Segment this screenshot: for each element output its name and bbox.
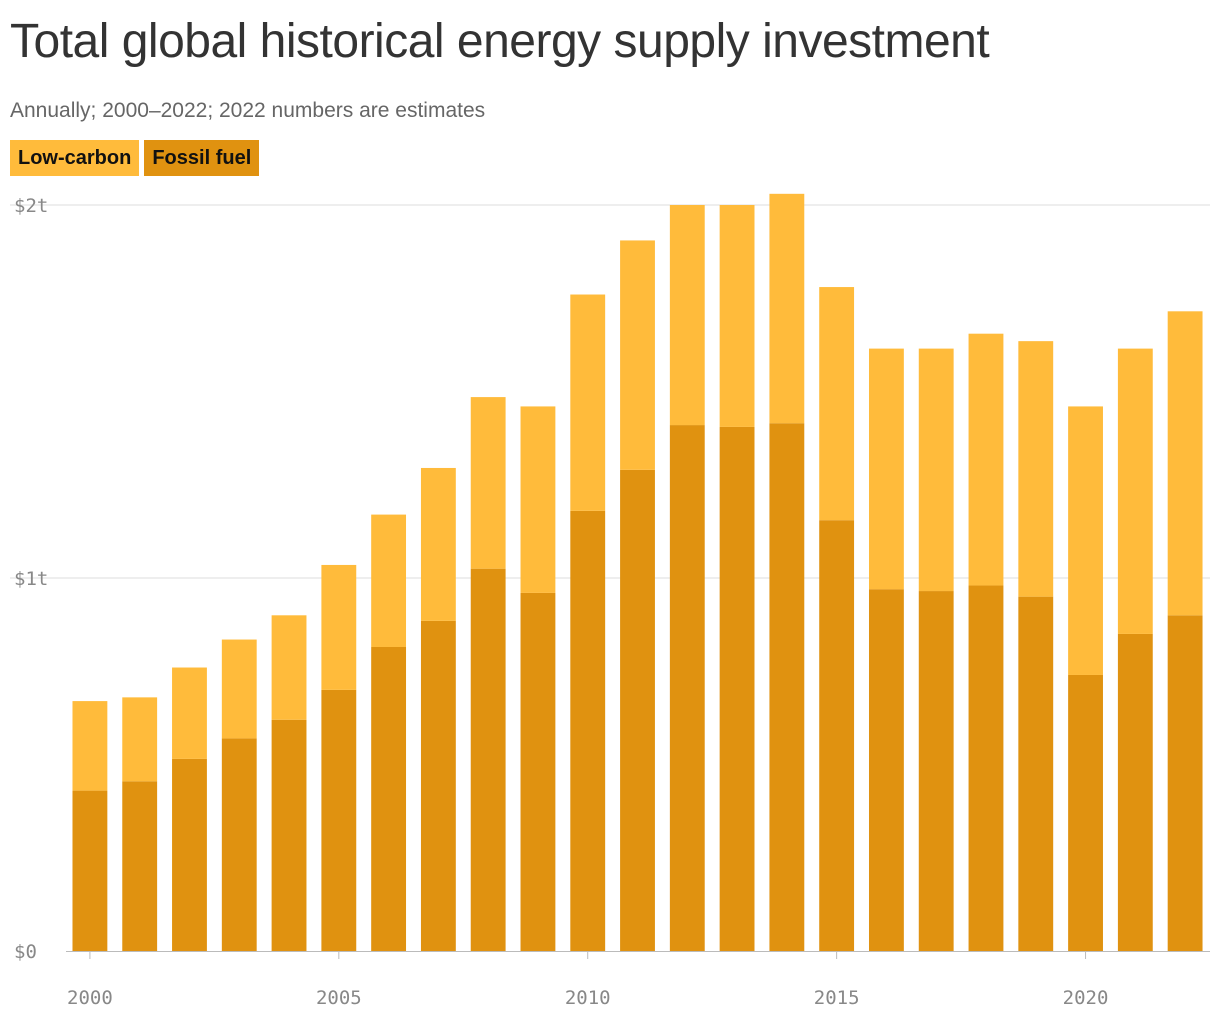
x-tick-label: 2010	[565, 987, 611, 1009]
bar-fossil-fuel-2014	[769, 423, 805, 952]
bar-fossil-fuel-2016	[868, 589, 904, 951]
bar-low-carbon-2008	[470, 397, 506, 569]
bar-fossil-fuel-2001	[122, 781, 158, 951]
bar-fossil-fuel-2006	[371, 647, 407, 951]
bar-fossil-fuel-2009	[520, 592, 556, 951]
x-axis-ticks: 2000 2005 2010 2015 2020	[67, 951, 1108, 1009]
bar-fossil-fuel-2010	[570, 510, 606, 951]
bar-fossil-fuel-2022	[1167, 615, 1203, 951]
bar-fossil-fuel-2017	[918, 591, 954, 951]
x-tick-label: 2005	[316, 987, 362, 1009]
chart-title: Total global historical energy supply in…	[10, 15, 990, 68]
bar-fossil-fuel-2007	[420, 620, 456, 951]
bar-fossil-fuel-2000	[72, 790, 108, 951]
bar-low-carbon-2014	[769, 193, 805, 424]
bar-low-carbon-2006	[371, 514, 407, 648]
y-tick-label: $1t	[14, 568, 48, 590]
bar-low-carbon-2011	[620, 240, 655, 470]
bar-low-carbon-2019	[1018, 341, 1054, 597]
bar-low-carbon-2004	[271, 615, 307, 720]
bar-fossil-fuel-2004	[271, 719, 307, 951]
bar-fossil-fuel-2005	[321, 689, 357, 951]
bar-fossil-fuel-2021	[1117, 633, 1153, 951]
x-tick-label: 2020	[1063, 987, 1109, 1009]
bar-fossil-fuel-2002	[172, 758, 207, 951]
bar-low-carbon-2017	[918, 348, 954, 592]
bar-low-carbon-2022	[1167, 311, 1203, 616]
bar-fossil-fuel-2019	[1018, 596, 1054, 951]
x-tick-label: 2000	[67, 987, 113, 1009]
bar-low-carbon-2005	[321, 564, 357, 690]
bars	[72, 193, 1203, 952]
bar-fossil-fuel-2012	[669, 425, 705, 951]
bar-fossil-fuel-2018	[968, 585, 1004, 951]
bar-fossil-fuel-2011	[620, 469, 655, 951]
bar-low-carbon-2009	[520, 406, 556, 593]
y-tick-label: $2t	[14, 195, 48, 217]
bar-low-carbon-2016	[868, 348, 904, 590]
y-tick-label: $0	[14, 941, 37, 963]
grid-lines	[10, 204, 1210, 579]
bar-fossil-fuel-2013	[719, 426, 755, 951]
legend-item-fossil-fuel: Fossil fuel	[144, 140, 260, 176]
bar-low-carbon-2001	[122, 697, 158, 782]
bar-low-carbon-2015	[819, 287, 855, 521]
bar-fossil-fuel-2020	[1068, 674, 1103, 951]
bar-fossil-fuel-2008	[470, 568, 506, 951]
bar-low-carbon-2021	[1117, 348, 1153, 634]
legend: Low-carbon Fossil fuel	[10, 140, 260, 176]
bar-low-carbon-2010	[570, 294, 606, 511]
bar-low-carbon-2002	[172, 667, 207, 759]
bar-fossil-fuel-2003	[221, 738, 257, 951]
bar-low-carbon-2020	[1068, 406, 1103, 675]
bar-low-carbon-2003	[221, 639, 257, 739]
bar-low-carbon-2018	[968, 333, 1004, 586]
legend-item-low-carbon: Low-carbon	[10, 140, 140, 176]
x-tick-label: 2015	[814, 987, 860, 1009]
bar-low-carbon-2000	[72, 701, 108, 791]
y-axis-ticks: $0 $1t $2t	[14, 195, 48, 963]
bar-low-carbon-2012	[669, 205, 705, 426]
bar-fossil-fuel-2015	[819, 520, 855, 951]
bar-low-carbon-2013	[719, 205, 755, 427]
chart-subtitle: Annually; 2000–2022; 2022 numbers are es…	[10, 99, 486, 122]
bar-low-carbon-2007	[420, 467, 456, 621]
